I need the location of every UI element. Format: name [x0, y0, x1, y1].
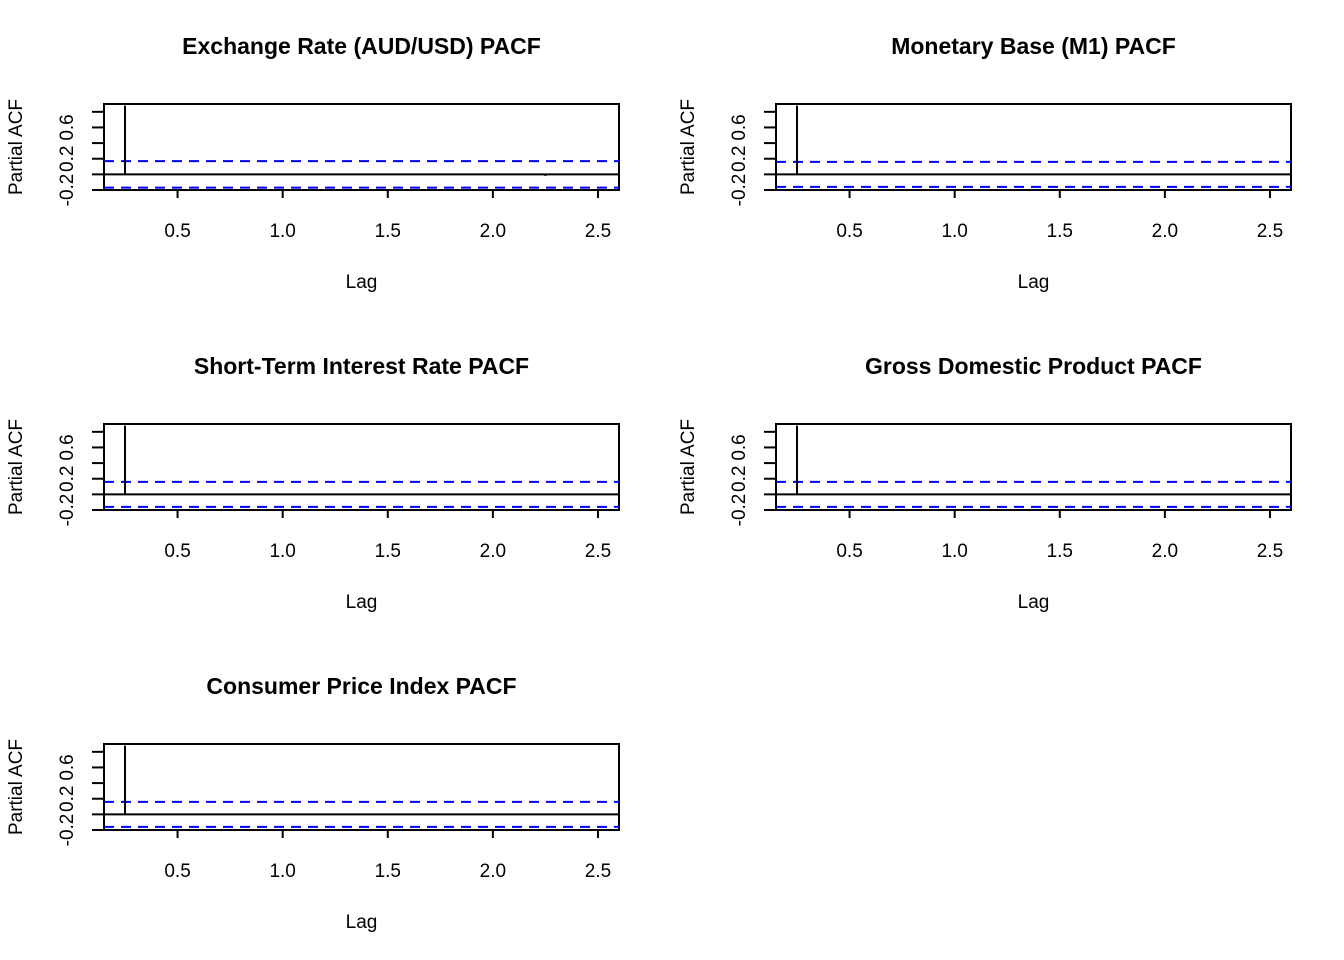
x-tick-label: 1.5 — [375, 541, 401, 562]
y-tick-label: -0.2 — [57, 494, 78, 527]
chart-title: Monetary Base (M1) PACF — [891, 33, 1176, 59]
x-tick-label: 0.5 — [164, 541, 190, 562]
x-tick-label: 1.0 — [941, 541, 967, 562]
y-tick-label: 0.6 — [729, 434, 750, 460]
y-tick-label: -0.2 — [57, 814, 78, 847]
y-axis-label: Partial ACF — [678, 99, 699, 195]
x-axis-label: Lag — [346, 912, 378, 933]
x-tick-label: 1.5 — [1047, 221, 1073, 242]
x-axis-label: Lag — [1018, 592, 1050, 613]
pacf-panel-3: Short-Term Interest Rate PACF 0.5 1.0 1.5 2.… — [6, 353, 620, 613]
y-tick-label: 0.2 — [57, 786, 78, 812]
chart-title: Gross Domestic Product PACF — [865, 353, 1202, 379]
y-tick-label: -0.2 — [729, 174, 750, 207]
x-tick-label: 2.0 — [1152, 221, 1178, 242]
x-tick-label: 2.0 — [480, 221, 506, 242]
x-axis-label: Lag — [346, 592, 378, 613]
y-tick-label: 0.6 — [57, 434, 78, 460]
x-tick-label: 2.5 — [585, 861, 611, 882]
plot-frame — [775, 103, 1292, 191]
pacf-panel-5: Consumer Price Index PACF 0.5 1.0 1.5 2.0 2.5… — [6, 673, 620, 933]
y-tick-label: 0.2 — [729, 466, 750, 492]
x-tick-label: 0.5 — [836, 221, 862, 242]
x-tick-label: 1.5 — [375, 221, 401, 242]
y-tick-label: 0.2 — [57, 466, 78, 492]
chart-title: Consumer Price Index PACF — [206, 673, 516, 699]
pacf-panel-1: Exchange Rate (AUD/USD) PACF 0.5 1.0 1.5 2.0… — [6, 33, 620, 293]
pacf-panel-2: Monetary Base (M1) PACF 0.5 1.0 1.5 2.0 2.5 -0… — [678, 33, 1292, 293]
y-tick-label: -0.2 — [57, 174, 78, 207]
x-axis-label: Lag — [1018, 272, 1050, 293]
x-tick-label: 2.5 — [585, 221, 611, 242]
plot-frame — [775, 423, 1292, 511]
x-tick-label: 0.5 — [164, 861, 190, 882]
y-tick-label: 0.2 — [57, 146, 78, 172]
chart-title: Short-Term Interest Rate PACF — [194, 353, 529, 379]
y-tick-label: -0.2 — [729, 494, 750, 527]
y-axis-label: Partial ACF — [6, 739, 27, 835]
x-tick-label: 2.5 — [585, 541, 611, 562]
x-tick-label: 2.0 — [1152, 541, 1178, 562]
x-tick-label: 2.0 — [480, 541, 506, 562]
x-tick-label: 1.0 — [941, 221, 967, 242]
x-tick-label: 2.5 — [1257, 221, 1283, 242]
plot-frame — [103, 423, 620, 511]
x-axis-label: Lag — [346, 272, 378, 293]
x-tick-label: 1.0 — [269, 541, 295, 562]
x-tick-label: 1.5 — [1047, 541, 1073, 562]
y-axis-label: Partial ACF — [6, 419, 27, 515]
y-axis-label: Partial ACF — [678, 419, 699, 515]
y-tick-label: 0.2 — [729, 146, 750, 172]
x-tick-label: 0.5 — [164, 221, 190, 242]
y-tick-label: 0.6 — [729, 114, 750, 140]
x-tick-label: 2.0 — [480, 861, 506, 882]
x-tick-label: 1.0 — [269, 861, 295, 882]
y-tick-label: 0.6 — [57, 754, 78, 780]
x-tick-label: 2.5 — [1257, 541, 1283, 562]
x-tick-label: 1.0 — [269, 221, 295, 242]
y-axis-label: Partial ACF — [6, 99, 27, 195]
chart-title: Exchange Rate (AUD/USD) PACF — [182, 33, 541, 59]
plot-frame — [103, 743, 620, 831]
x-tick-label: 0.5 — [836, 541, 862, 562]
x-tick-label: 1.5 — [375, 861, 401, 882]
pacf-panel-4: Gross Domestic Product PACF 0.5 1.0 1.5 2.0 2… — [678, 353, 1292, 613]
y-tick-label: 0.6 — [57, 114, 78, 140]
plot-frame — [103, 103, 620, 191]
